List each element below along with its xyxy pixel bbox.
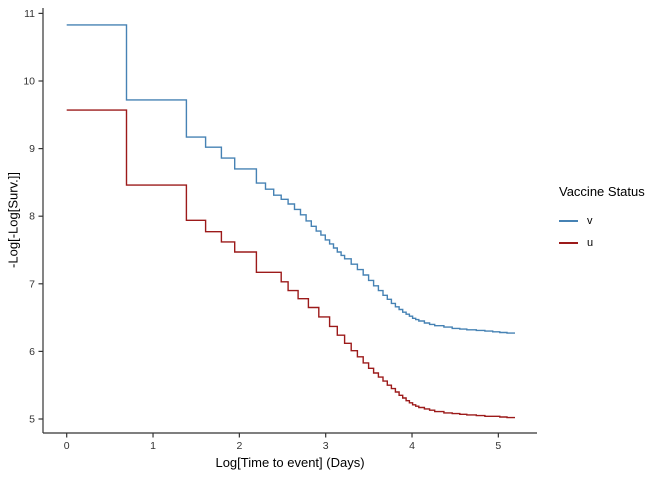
x-tick-label: 1 bbox=[150, 440, 156, 452]
legend: Vaccine Status v u bbox=[559, 184, 645, 254]
x-tick-label: 4 bbox=[409, 440, 415, 452]
x-axis-title: Log[Time to event] (Days) bbox=[215, 455, 365, 470]
series-line-u bbox=[66, 109, 515, 419]
y-tick-label: 11 bbox=[24, 8, 35, 20]
y-tick-label: 9 bbox=[29, 143, 35, 155]
legend-title: Vaccine Status bbox=[559, 184, 645, 199]
x-tick-label: 5 bbox=[495, 440, 501, 452]
series-line-v bbox=[66, 24, 515, 334]
y-tick-label: 8 bbox=[29, 211, 35, 223]
legend-label-v: v bbox=[587, 215, 593, 227]
y-tick-label: 6 bbox=[29, 346, 35, 358]
x-tick-label: 0 bbox=[64, 440, 70, 452]
x-tick-label: 3 bbox=[323, 440, 329, 452]
y-tick-label: 5 bbox=[29, 414, 35, 426]
y-tick-label: 7 bbox=[29, 278, 35, 290]
legend-label-u: u bbox=[587, 237, 594, 249]
legend-swatch-u-icon bbox=[559, 242, 578, 244]
legend-swatch-v-icon bbox=[559, 220, 578, 222]
x-tick-label: 2 bbox=[236, 440, 242, 452]
y-axis-title: -Log[-Log[Surv.]] bbox=[5, 172, 21, 268]
legend-item-v: v bbox=[559, 210, 645, 232]
legend-item-u: u bbox=[559, 232, 645, 254]
y-tick-label: 10 bbox=[23, 76, 35, 88]
